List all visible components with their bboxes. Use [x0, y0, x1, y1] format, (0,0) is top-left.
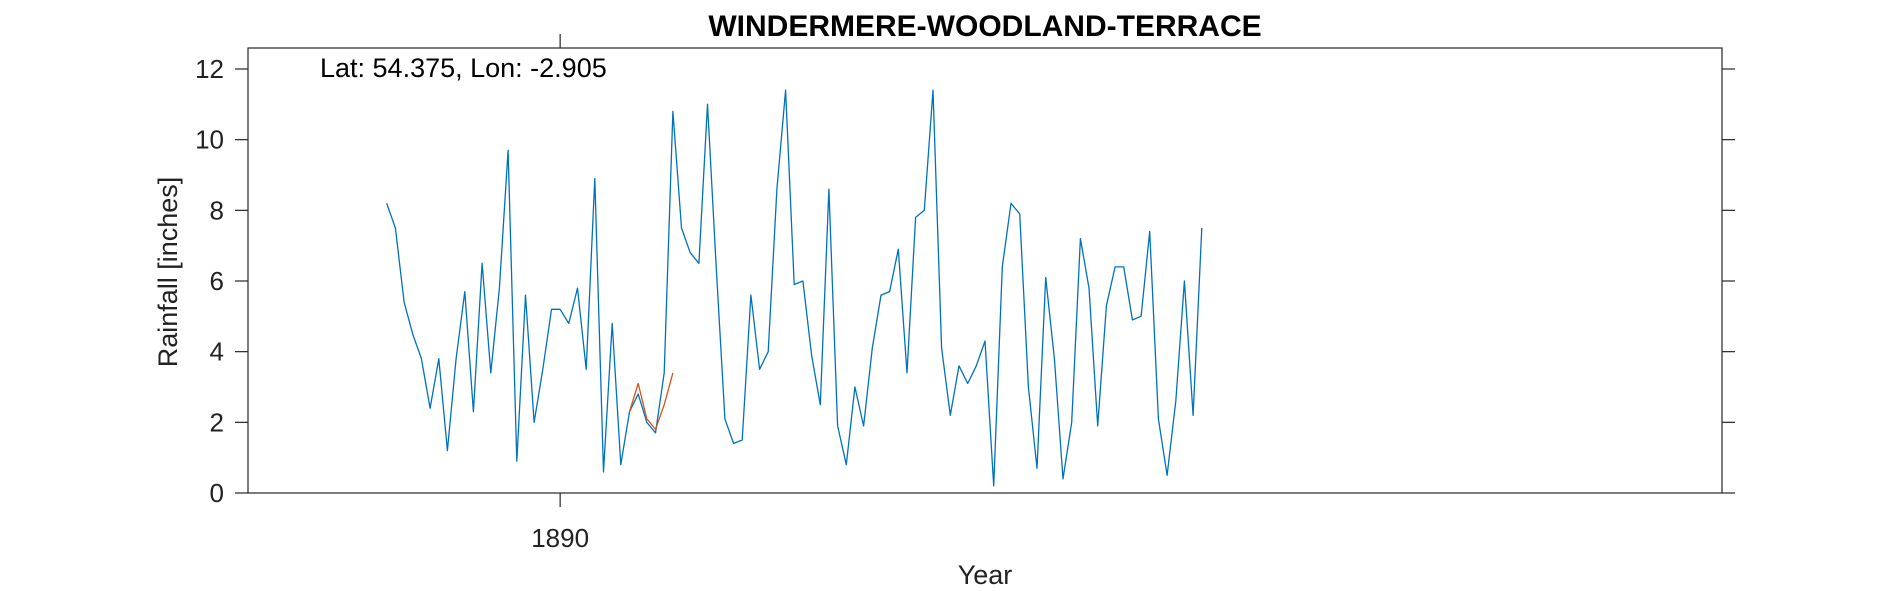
y-tick-label: 10 — [195, 125, 224, 155]
y-tick-label: 0 — [210, 478, 224, 508]
y-tick-label: 8 — [210, 195, 224, 225]
x-axis-label: Year — [958, 560, 1013, 590]
plot-area — [247, 47, 1723, 494]
y-tick-label: 4 — [210, 337, 224, 367]
y-tick-label: 2 — [210, 407, 224, 437]
series-line-2 — [628, 372, 674, 431]
location-annotation: Lat: 54.375, Lon: -2.905 — [320, 53, 607, 83]
y-tick-label: 6 — [210, 266, 224, 296]
series-layer — [386, 89, 1203, 487]
chart-title: WINDERMERE-WOODLAND-TERRACE — [708, 10, 1261, 43]
y-axis-label: Rainfall [inches] — [153, 177, 183, 368]
y-tick-label: 12 — [195, 54, 224, 84]
x-axis: 1890 — [531, 34, 589, 553]
series-line-1 — [386, 89, 1203, 487]
y-axis: 0 2 4 6 8 10 12 — [195, 54, 1735, 508]
x-tick-label: 1890 — [531, 523, 589, 553]
